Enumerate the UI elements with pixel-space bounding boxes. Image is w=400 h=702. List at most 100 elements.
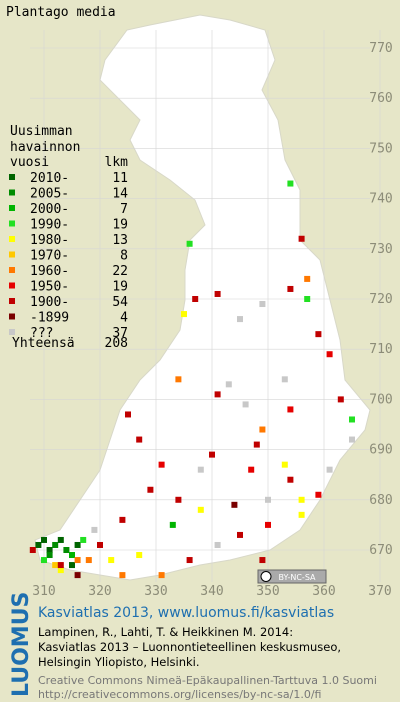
legend-label: 1970- — [30, 249, 69, 264]
x-grid-label: 330 — [144, 584, 167, 599]
occurrence — [287, 406, 294, 413]
occurrence — [57, 567, 64, 574]
occurrence — [242, 401, 249, 408]
occurrence — [74, 557, 81, 564]
legend-label: 1950- — [30, 280, 69, 295]
occurrence — [237, 531, 243, 538]
occurrence — [349, 436, 355, 443]
occurrence — [298, 511, 305, 518]
legend-label: 1960- — [30, 264, 69, 279]
occurrence — [259, 557, 266, 564]
occurrence — [52, 562, 59, 569]
legend-count: 8 — [120, 249, 128, 264]
occurrence — [85, 557, 92, 564]
occurrence — [29, 547, 36, 553]
citation: Kasviatlas 2013 – Luonnontieteellinen ke… — [38, 640, 341, 654]
occurrence — [52, 541, 59, 548]
occurrence — [304, 296, 311, 302]
legend-count: 54 — [112, 295, 128, 310]
legend-swatch — [9, 251, 15, 258]
legend-total-label: Yhteensä — [12, 336, 75, 351]
legend-count: 19 — [112, 280, 128, 295]
occurrence — [63, 547, 70, 553]
occurrence — [315, 331, 322, 338]
occurrence — [35, 541, 42, 548]
y-grid-label: 730 — [369, 242, 392, 257]
legend-swatch — [9, 220, 15, 227]
occurrence — [186, 240, 193, 247]
x-grid-label: 310 — [32, 584, 55, 599]
legend-count: 11 — [112, 171, 128, 186]
occurrences — [29, 180, 355, 579]
x-grid-label: 340 — [200, 584, 223, 599]
occurrence — [41, 557, 47, 564]
occurrence — [197, 506, 204, 513]
occurrence — [287, 285, 294, 292]
legend-swatch — [9, 205, 15, 211]
legend-count: 13 — [112, 233, 128, 248]
y-grid-label: 760 — [369, 91, 392, 106]
occurrence — [298, 235, 305, 242]
occurrence — [248, 466, 255, 473]
occurrence — [69, 562, 75, 569]
occurrence — [326, 466, 333, 473]
occurrence — [74, 541, 81, 548]
occurrence — [119, 572, 126, 579]
occurrence — [231, 501, 238, 508]
legend-count: 4 — [120, 311, 128, 326]
occurrence — [214, 391, 221, 398]
occurrence — [136, 552, 143, 559]
occurrence — [186, 557, 193, 564]
legend-swatch — [9, 174, 15, 180]
occurrence — [158, 572, 165, 579]
y-grid-label: 720 — [369, 292, 392, 307]
occurrence — [97, 541, 103, 548]
occurrence — [181, 311, 187, 318]
legend-label: 2000- — [30, 202, 69, 217]
license-badge: BY-NC-SA — [257, 569, 327, 584]
occurrence — [119, 516, 126, 523]
occurrence — [80, 536, 87, 543]
y-grid-label: 750 — [369, 141, 392, 156]
occurrence — [175, 496, 182, 503]
finland-outline — [34, 14, 371, 581]
occurrence — [192, 296, 199, 302]
occurrence — [46, 547, 53, 553]
legend-count: 19 — [112, 218, 128, 233]
occurrence — [298, 496, 305, 503]
legend-total: 208 — [105, 336, 128, 351]
legend-swatch — [9, 267, 15, 273]
occurrence — [326, 351, 333, 358]
y-grid-label: 740 — [369, 192, 392, 207]
legend-label: ??? — [30, 326, 53, 341]
cc-icon — [260, 571, 272, 582]
x-grid-label: 350 — [256, 584, 279, 599]
occurrence — [259, 426, 266, 433]
legend-count: 14 — [112, 187, 128, 202]
occurrence — [158, 461, 165, 468]
legend-swatch — [9, 236, 15, 242]
y-grid-label: 700 — [369, 392, 392, 407]
badge-box — [257, 569, 327, 584]
occurrence — [265, 496, 271, 503]
y-grid-label: 670 — [369, 543, 392, 558]
legend-col: vuosi — [10, 155, 49, 170]
occurrence — [41, 536, 47, 543]
legend-swatch — [9, 313, 15, 320]
legend-heading: Uusimman — [10, 124, 73, 139]
occurrence — [136, 436, 143, 443]
legend-label: 1990- — [30, 218, 69, 233]
legend-count: 37 — [112, 326, 128, 341]
occurrence — [287, 180, 294, 187]
y-grid-label: 690 — [369, 443, 392, 458]
occurrence — [315, 491, 322, 498]
legend-label: 2010- — [30, 171, 69, 186]
occurrence — [209, 451, 215, 458]
occurrence — [169, 521, 176, 528]
occurrence — [253, 441, 260, 448]
occurrence — [74, 572, 81, 579]
occurrence — [337, 396, 344, 403]
y-grid-label: 770 — [369, 41, 392, 56]
occurrence — [125, 411, 131, 418]
